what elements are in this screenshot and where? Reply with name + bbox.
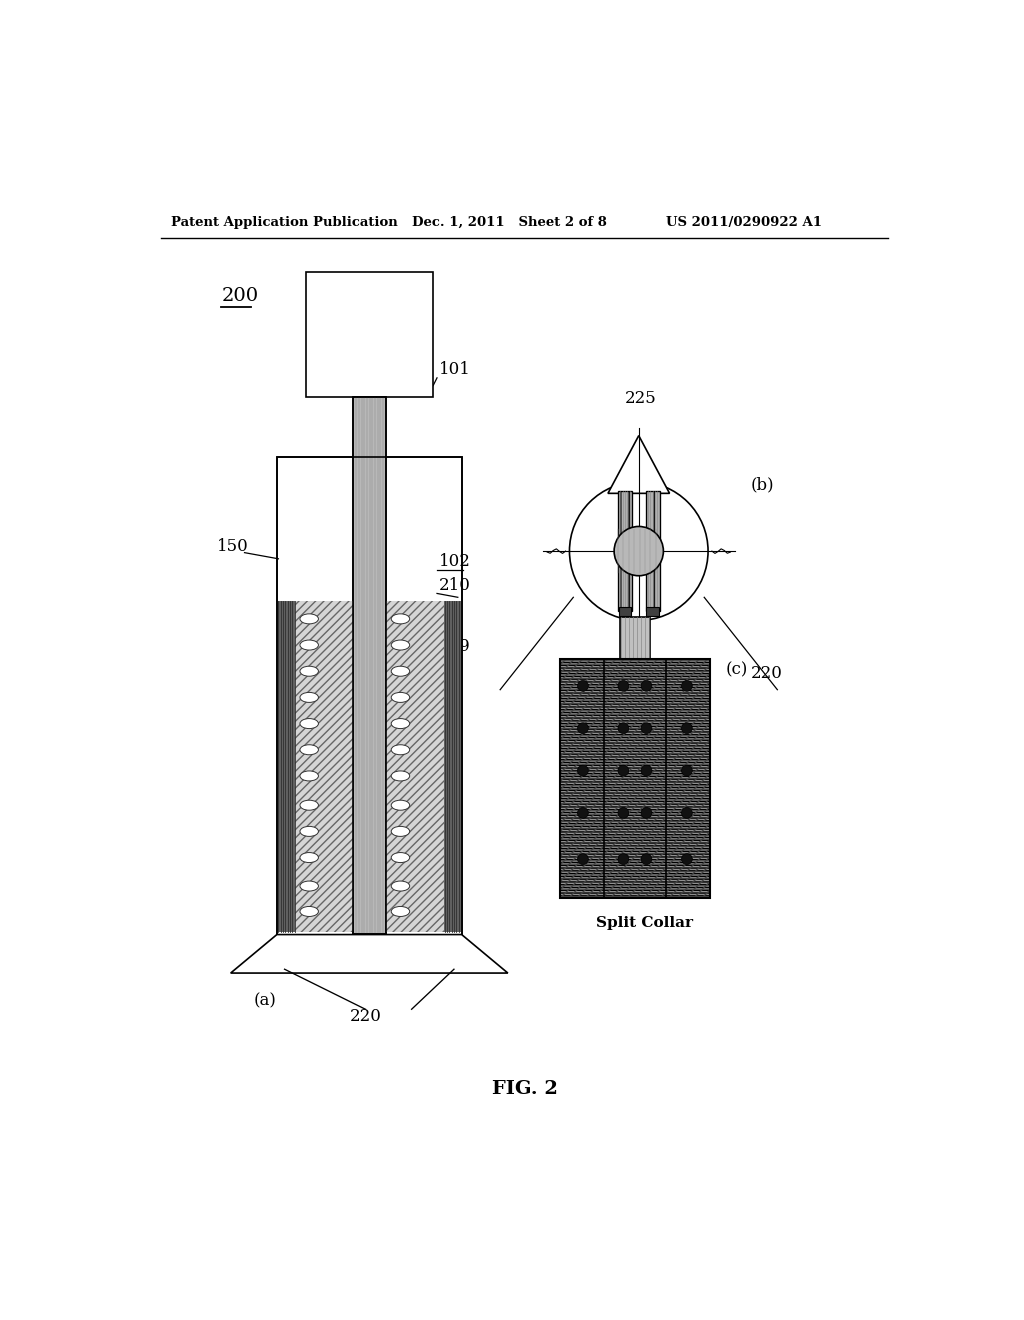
Text: 200: 200 bbox=[221, 286, 258, 305]
Polygon shape bbox=[608, 436, 670, 494]
Ellipse shape bbox=[391, 800, 410, 810]
Text: 109: 109 bbox=[438, 638, 470, 655]
Bar bbox=[295, 601, 353, 932]
Ellipse shape bbox=[391, 826, 410, 837]
Circle shape bbox=[641, 681, 652, 692]
Ellipse shape bbox=[300, 880, 318, 891]
Bar bbox=[278, 601, 295, 932]
Circle shape bbox=[641, 723, 652, 734]
Circle shape bbox=[682, 681, 692, 692]
Ellipse shape bbox=[391, 614, 410, 624]
Circle shape bbox=[578, 723, 589, 734]
Text: FIG. 2: FIG. 2 bbox=[492, 1080, 558, 1098]
Bar bbox=[618, 607, 631, 616]
Ellipse shape bbox=[300, 800, 318, 810]
Bar bbox=[276, 457, 462, 935]
Circle shape bbox=[578, 766, 589, 776]
Text: Patent Application Publication: Patent Application Publication bbox=[171, 216, 397, 230]
Ellipse shape bbox=[300, 853, 318, 862]
Circle shape bbox=[641, 808, 652, 818]
Circle shape bbox=[578, 854, 589, 865]
Bar bbox=[306, 272, 433, 397]
Circle shape bbox=[682, 854, 692, 865]
Ellipse shape bbox=[300, 614, 318, 624]
Ellipse shape bbox=[391, 744, 410, 755]
Text: 102: 102 bbox=[438, 553, 470, 570]
Circle shape bbox=[614, 527, 664, 576]
Ellipse shape bbox=[300, 907, 318, 916]
Circle shape bbox=[578, 681, 589, 692]
Circle shape bbox=[617, 854, 629, 865]
Text: 101: 101 bbox=[438, 360, 470, 378]
Text: 210: 210 bbox=[438, 577, 470, 594]
Circle shape bbox=[641, 854, 652, 865]
Text: US 2011/0290922 A1: US 2011/0290922 A1 bbox=[666, 216, 821, 230]
Bar bbox=[560, 660, 710, 896]
Ellipse shape bbox=[300, 744, 318, 755]
Ellipse shape bbox=[391, 693, 410, 702]
Bar bbox=[444, 601, 461, 932]
Circle shape bbox=[617, 723, 629, 734]
Circle shape bbox=[578, 808, 589, 818]
Polygon shape bbox=[230, 935, 508, 973]
Text: 150: 150 bbox=[217, 539, 249, 556]
Bar bbox=[276, 457, 462, 935]
Bar bbox=[560, 659, 710, 898]
Ellipse shape bbox=[391, 853, 410, 862]
Circle shape bbox=[641, 766, 652, 776]
Ellipse shape bbox=[300, 693, 318, 702]
Text: 220: 220 bbox=[350, 1007, 382, 1024]
Bar bbox=[617, 491, 632, 611]
Ellipse shape bbox=[391, 880, 410, 891]
Circle shape bbox=[682, 766, 692, 776]
Ellipse shape bbox=[300, 718, 318, 729]
Circle shape bbox=[682, 808, 692, 818]
Text: 220: 220 bbox=[751, 665, 782, 682]
Ellipse shape bbox=[300, 771, 318, 781]
Bar bbox=[560, 659, 710, 898]
Circle shape bbox=[617, 808, 629, 818]
Text: 225: 225 bbox=[625, 391, 656, 408]
Ellipse shape bbox=[391, 718, 410, 729]
Ellipse shape bbox=[300, 667, 318, 676]
Circle shape bbox=[569, 482, 708, 620]
Bar bbox=[353, 397, 386, 933]
Ellipse shape bbox=[391, 907, 410, 916]
Circle shape bbox=[617, 766, 629, 776]
Bar bbox=[646, 607, 658, 616]
Bar bbox=[620, 616, 650, 659]
Circle shape bbox=[682, 723, 692, 734]
Ellipse shape bbox=[391, 667, 410, 676]
Ellipse shape bbox=[391, 771, 410, 781]
Circle shape bbox=[617, 681, 629, 692]
Text: Dec. 1, 2011   Sheet 2 of 8: Dec. 1, 2011 Sheet 2 of 8 bbox=[412, 216, 606, 230]
Ellipse shape bbox=[300, 826, 318, 837]
Text: (a): (a) bbox=[254, 993, 276, 1010]
Bar bbox=[646, 491, 659, 611]
Text: Split Collar: Split Collar bbox=[596, 916, 693, 929]
Text: (c): (c) bbox=[725, 661, 748, 678]
Text: (b): (b) bbox=[751, 477, 774, 494]
Bar bbox=[353, 397, 386, 933]
Ellipse shape bbox=[391, 640, 410, 649]
Ellipse shape bbox=[300, 640, 318, 649]
Bar bbox=[386, 601, 444, 932]
